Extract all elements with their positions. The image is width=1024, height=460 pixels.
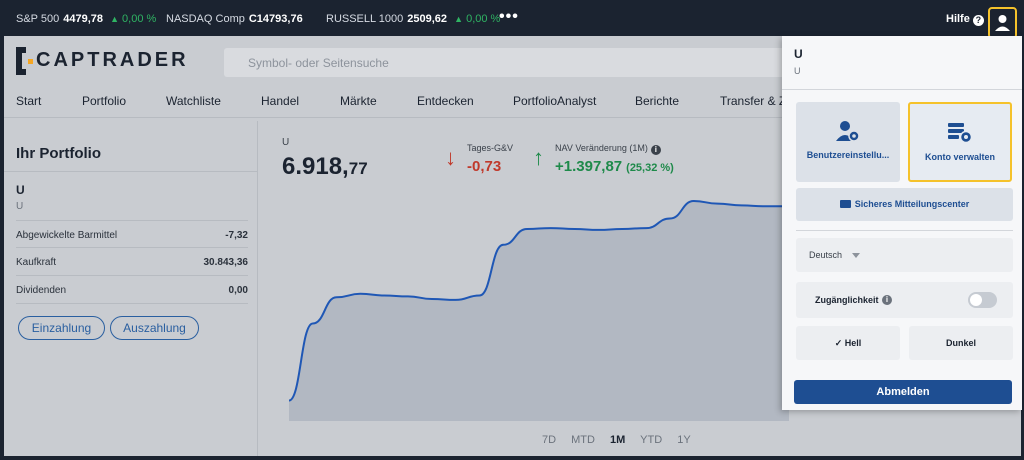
search-placeholder: Symbol- oder Seitensuche [248, 56, 389, 70]
row-label: Dividenden [16, 285, 67, 296]
nav-transfer[interactable]: Transfer & Z [720, 94, 787, 108]
user-menu-button[interactable] [988, 7, 1017, 39]
nav-portfolioanalyst[interactable]: PortfolioAnalyst [513, 94, 597, 108]
ticker-change: ▲ 0,00 % [110, 13, 157, 25]
performance-chart[interactable] [259, 181, 1021, 421]
ticker-bar: S&P 500 4479,78 ▲ 0,00 % NASDAQ Comp C1479… [0, 0, 1024, 39]
user-menu-panel: U U Benutzereinstellu... Konto verwalten… [782, 36, 1022, 410]
help-link[interactable]: Hilfe? [946, 13, 984, 26]
row-value: 30.843,36 [203, 257, 249, 268]
accessibility-toggle[interactable] [968, 292, 997, 308]
language-value: Deutsch [809, 250, 843, 260]
chart-area [289, 201, 789, 421]
nav-change-label: NAV Veränderung (1M) i [555, 143, 661, 155]
nav-portfolio[interactable]: Portfolio [82, 94, 127, 108]
manage-account-icon [948, 123, 973, 144]
message-center-label: Sicheres Mitteilungscenter [854, 199, 970, 209]
nav-change-value: +1.397,87 (25,32 %) [555, 158, 674, 175]
more-icon[interactable]: ••• [499, 8, 519, 25]
account-label: U [282, 137, 290, 148]
info-icon[interactable]: i [882, 295, 892, 305]
accessibility-label: Zugänglichkeit [815, 295, 879, 305]
brand-name: CAPTRADER [36, 49, 189, 71]
nav-change-percent: (25,32 %) [626, 162, 674, 174]
net-liquidation-value: 6.918,77 [282, 153, 368, 180]
user-settings-button[interactable]: Benutzereinstellu... [796, 102, 900, 182]
up-triangle-icon: ▲ [454, 14, 464, 24]
portfolio-title: Ihr Portfolio [16, 145, 101, 162]
range-ytd[interactable]: YTD [640, 434, 663, 446]
ticker-name: RUSSELL 1000 [326, 13, 404, 25]
range-1m[interactable]: 1M [610, 434, 626, 446]
toggle-knob [970, 294, 982, 306]
help-icon: ? [972, 15, 984, 26]
ticker-value: 4479,78 [63, 13, 103, 25]
range-1y[interactable]: 1Y [677, 434, 691, 446]
portfolio-main: U 6.918,77 ↓ Tages-G&V -0,73 ↑ NAV Verän… [259, 121, 1021, 456]
checkmark-icon: ✓ [834, 338, 845, 348]
user-icon [995, 15, 1010, 31]
theme-light-button[interactable]: ✓ Hell [796, 326, 900, 360]
panel-account-sub: U [794, 66, 801, 76]
row-label: Abgewickelte Barmittel [16, 230, 118, 241]
language-select[interactable]: Deutsch [796, 238, 1013, 272]
table-row: Kaufkraft 30.843,36 [16, 248, 248, 276]
table-row: Dividenden 0,00 [16, 276, 248, 304]
envelope-icon [839, 200, 851, 208]
nav-discover[interactable]: Entdecken [417, 94, 474, 108]
divider [4, 171, 258, 172]
nav-start[interactable]: Start [16, 94, 42, 108]
withdraw-button[interactable]: Auszahlung [110, 316, 199, 340]
accessibility-row: Zugänglichkeit i [796, 282, 1013, 318]
portfolio-sidebar: Ihr Portfolio U U Abgewickelte Barmittel… [4, 121, 258, 456]
captrader-logo-icon [16, 47, 33, 75]
daily-pnl-value: -0,73 [467, 158, 502, 175]
ticker-value: C14793,76 [248, 13, 303, 25]
nav-reports[interactable]: Berichte [635, 94, 680, 108]
nav-trade[interactable]: Handel [261, 94, 300, 108]
arrow-down-icon: ↓ [445, 145, 456, 170]
ticker-value: 2509,62 [407, 13, 448, 25]
chart-line [288, 199, 789, 402]
help-label: Hilfe [946, 13, 970, 25]
ticker-sp500[interactable]: S&P 500 4479,78 ▲ 0,00 % [16, 13, 156, 25]
deposit-button[interactable]: Einzahlung [18, 316, 105, 340]
row-value: -7,32 [225, 230, 248, 241]
chevron-down-icon [852, 253, 860, 258]
theme-light-label: Hell [844, 338, 862, 348]
row-value: 0,00 [228, 285, 248, 296]
user-settings-icon [836, 121, 860, 142]
range-mtd[interactable]: MTD [571, 434, 595, 446]
up-triangle-icon: ▲ [110, 14, 119, 24]
nav-markets[interactable]: Märkte [340, 94, 377, 108]
ticker-change: ▲ 0,00 % [454, 13, 501, 25]
table-row: Abgewickelte Barmittel -7,32 [16, 220, 248, 248]
manage-account-label: Konto verwalten [924, 152, 995, 162]
nav-watchlist[interactable]: Watchliste [166, 94, 221, 108]
account-id: U [16, 183, 25, 197]
range-selector: 7D MTD 1M YTD 1Y [542, 434, 703, 446]
divider [796, 230, 1013, 231]
theme-dark-button[interactable]: Dunkel [909, 326, 1013, 360]
range-7d[interactable]: 7D [542, 434, 557, 446]
daily-pnl-label: Tages-G&V [467, 143, 514, 153]
header: CAPTRADER Symbol- oder Seitensuche [4, 36, 1021, 84]
user-settings-label: Benutzereinstellu... [806, 150, 890, 160]
ticker-name: S&P 500 [16, 13, 60, 25]
info-icon[interactable]: i [650, 145, 661, 155]
ticker-russell[interactable]: RUSSELL 1000 2509,62 ▲ 0,00 % [326, 13, 500, 25]
main-nav: Start Portfolio Watchliste Handel Märkte… [4, 84, 1021, 118]
account-sub: U [16, 201, 24, 212]
manage-account-button[interactable]: Konto verwalten [908, 102, 1012, 182]
divider [782, 89, 1022, 90]
search-input[interactable]: Symbol- oder Seitensuche [224, 48, 794, 77]
logout-button[interactable]: Abmelden [794, 380, 1012, 404]
message-center-button[interactable]: Sicheres Mitteilungscenter [796, 188, 1013, 221]
ticker-nasdaq[interactable]: NASDAQ Comp C14793,76 [166, 13, 303, 25]
row-label: Kaufkraft [16, 257, 57, 268]
arrow-up-icon: ↑ [533, 145, 544, 170]
panel-account-name: U [794, 47, 803, 61]
ticker-name: NASDAQ Comp [166, 13, 245, 25]
